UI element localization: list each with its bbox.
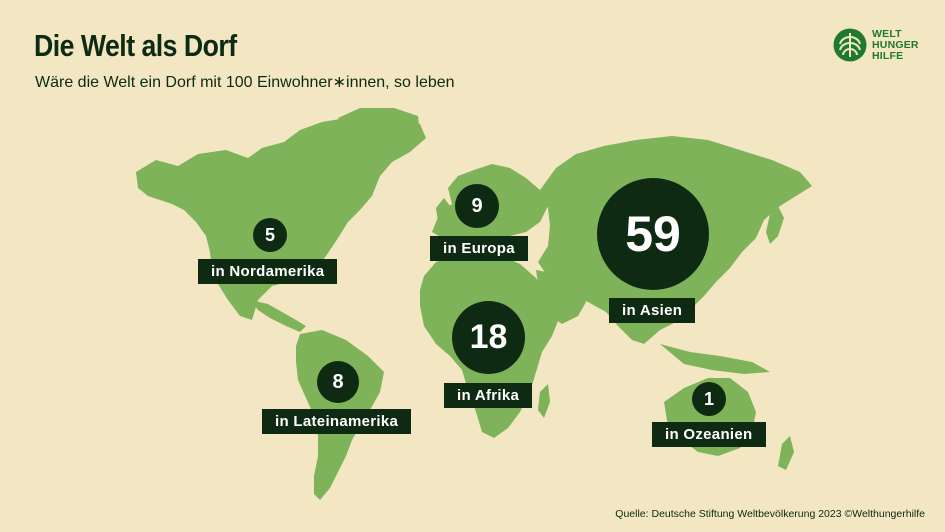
asien-label: in Asien [609,298,696,323]
greenland-landmass [338,108,420,152]
welthungerhilfe-logo: WELT HUNGER HILFE [833,28,919,62]
nordamerika-label: in Nordamerika [198,259,338,284]
lateinamerika-value: 8 [332,370,344,393]
nordamerika-bubble: 5 [253,218,287,252]
ozeanien-value: 1 [703,388,714,409]
logo-line-1: WELT [872,27,902,40]
new-zealand-landmass [778,436,794,470]
globe-leaf-icon [833,28,867,62]
asien-value: 59 [625,206,681,262]
north-america-landmass [136,118,426,320]
logo-line-3: HILFE [872,49,904,62]
afrika-label: in Afrika [444,383,533,408]
lateinamerika-bubble: 8 [317,361,359,403]
europa-value: 9 [471,194,483,217]
afrika-bubble: 18 [452,301,525,374]
logo-line-2: HUNGER [872,38,919,51]
japan-landmass [766,206,784,244]
europa-label: in Europa [430,236,528,261]
page-title: Die Welt als Dorf [34,28,237,63]
nordamerika-value: 5 [264,224,275,245]
source-note: Quelle: Deutsche Stiftung Weltbevölkerun… [615,508,925,520]
lateinamerika-label: in Lateinamerika [262,409,412,434]
indonesia-landmass [660,344,770,374]
europa-bubble: 9 [455,184,499,228]
asien-bubble: 59 [597,178,709,290]
page-subtitle: Wäre die Welt ein Dorf mit 100 Einwohner… [35,74,455,91]
madagascar-landmass [538,384,550,418]
central-america-landmass [250,300,306,332]
ozeanien-label: in Ozeanien [652,422,766,447]
afrika-value: 18 [469,318,508,356]
arabia-landmass [536,270,586,324]
ozeanien-bubble: 1 [692,382,726,416]
logo-wordmark: WELT HUNGER HILFE [872,27,919,62]
uk-landmass [436,198,450,222]
